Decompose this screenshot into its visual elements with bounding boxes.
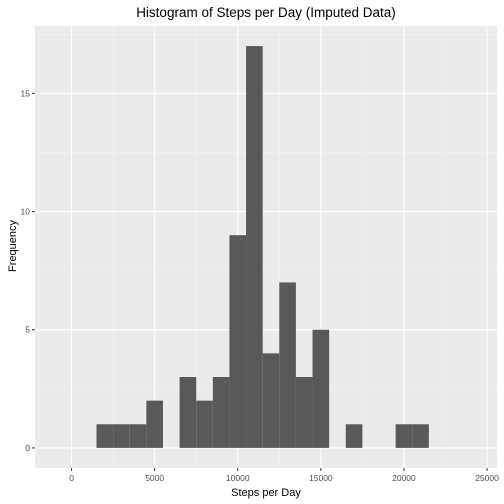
x-tick-label: 20000 (392, 473, 416, 483)
histogram-bar (246, 46, 263, 448)
histogram-bar (345, 424, 363, 448)
histogram-bar (179, 377, 197, 448)
histogram-bar (279, 282, 296, 448)
x-tick-label: 5000 (145, 473, 164, 483)
histogram-bar (229, 235, 247, 448)
y-axis: 0 5 10 15 (21, 88, 35, 453)
x-axis-title: Steps per Day (231, 487, 301, 499)
x-tick-label: 25000 (475, 473, 499, 483)
histogram-bar (113, 424, 130, 448)
histogram-bars (96, 46, 429, 448)
chart-title: Histogram of Steps per Day (Imputed Data… (136, 5, 396, 20)
histogram-bar (312, 329, 330, 448)
histogram-bar (412, 424, 429, 448)
y-tick-label: 0 (25, 443, 30, 453)
histogram-bar (96, 424, 114, 448)
y-tick-label: 5 (25, 325, 30, 335)
y-axis-title: Frequency (7, 220, 19, 272)
histogram-bar (295, 377, 313, 448)
x-tick-label: 0 (69, 473, 74, 483)
y-tick-label: 10 (21, 207, 31, 217)
histogram-bar (146, 400, 163, 448)
histogram-bar (129, 424, 147, 448)
x-axis: 0 5000 10000 15000 20000 25000 (69, 468, 499, 483)
y-tick-label: 15 (21, 88, 31, 98)
x-tick-label: 10000 (226, 473, 250, 483)
histogram-bar (196, 400, 213, 448)
histogram-bar (262, 353, 280, 448)
histogram-bar (212, 377, 230, 448)
x-tick-label: 15000 (309, 473, 333, 483)
histogram-bar (395, 424, 413, 448)
